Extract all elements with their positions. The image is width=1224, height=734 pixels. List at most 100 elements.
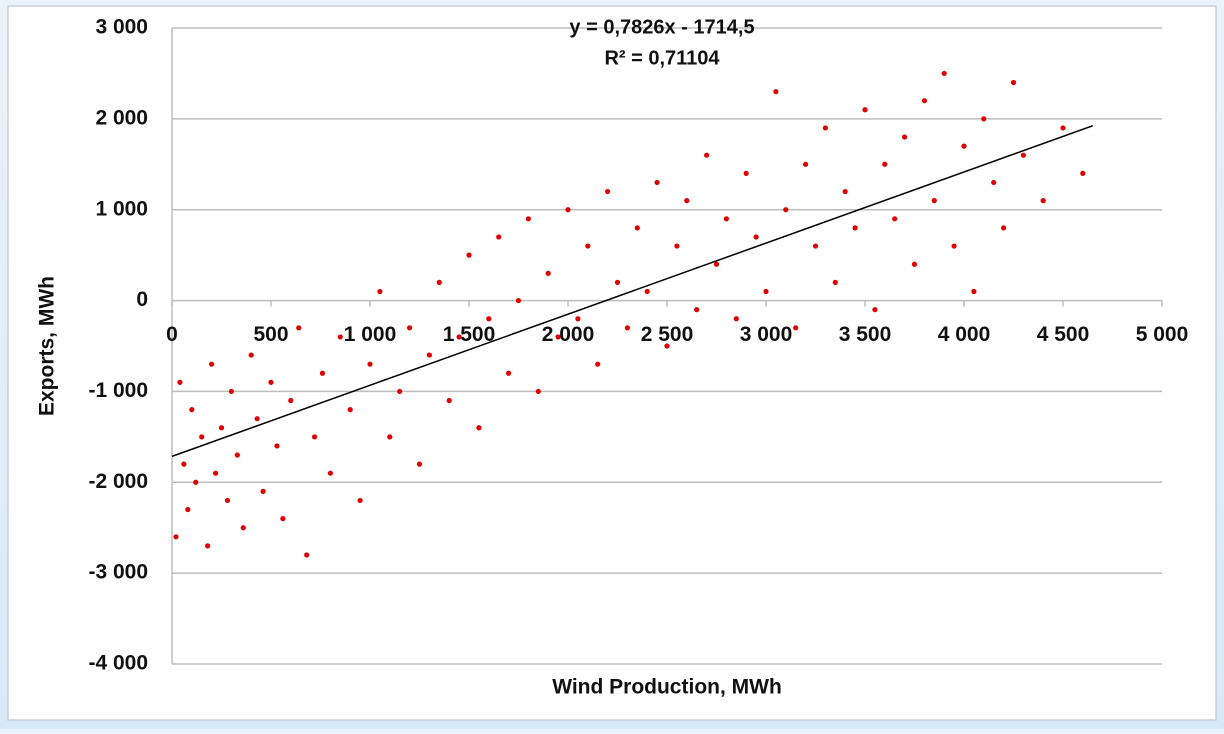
point [803,161,809,167]
point [822,125,829,131]
y-tick-label: -1 000 [88,379,148,402]
point [793,325,799,331]
point [240,525,246,531]
point [397,388,403,395]
point [193,479,199,485]
point [931,198,937,204]
point [228,388,234,395]
point [466,252,472,258]
point [486,316,492,322]
point [535,388,541,395]
point [832,279,838,285]
point [367,361,373,367]
x-tick-label: 1 000 [344,323,397,346]
point [1001,225,1007,231]
point [961,143,967,149]
point [436,279,442,285]
point [506,370,512,376]
point [274,443,280,449]
x-tick-label: 500 [253,323,288,346]
point [981,116,987,122]
point [872,307,878,313]
point [319,370,326,376]
point [921,98,928,104]
point [496,234,502,240]
point [407,325,413,331]
point [199,434,205,440]
point [205,543,211,549]
point [713,261,720,267]
trend-equation: y = 0,7826x - 1714,5 [569,16,754,38]
x-tick-label: 3 000 [740,323,793,346]
point [664,343,670,349]
point [260,488,266,494]
y-tick-label: 3 000 [95,16,148,39]
x-tick-label: 4 500 [1037,323,1090,346]
point [842,188,848,195]
point [248,352,254,358]
point [177,379,183,385]
y-tick-label: -3 000 [88,561,148,584]
point [1010,79,1017,86]
y-tick-label: 1 000 [95,197,148,220]
point [234,452,240,458]
point [753,234,759,240]
point [644,288,650,295]
point [605,188,611,195]
x-tick-label: 4 000 [938,323,991,346]
point [704,152,710,158]
r-squared: R² = 0,71104 [604,47,720,69]
point [763,288,769,295]
point [254,416,260,422]
point [185,506,191,513]
x-tick-label: 2 000 [542,323,595,346]
point [173,534,179,540]
point [624,325,631,331]
point [862,107,868,113]
point [426,352,432,358]
point [456,334,462,340]
y-tick-label: 0 [136,288,148,311]
point [347,407,353,413]
point [614,279,621,285]
point [212,470,219,476]
point [218,425,225,431]
x-tick-label: 1 500 [443,323,496,346]
point [852,225,858,231]
y-tick-label: -2 000 [88,470,148,493]
point [1020,152,1026,158]
point [971,288,977,295]
point [446,397,452,404]
point [327,470,333,476]
x-tick-label: 2 500 [641,323,694,346]
point [377,288,383,295]
point [951,243,957,249]
y-tick-label: -4 000 [88,652,148,675]
point [723,216,730,222]
point [189,407,195,413]
point [902,134,908,140]
point [911,261,918,267]
point [209,361,215,367]
point [416,461,423,467]
y-tick-label: 2 000 [95,106,148,129]
point [882,161,888,167]
x-tick-label: 0 [166,323,178,346]
chart-frame [7,5,1217,721]
x-tick-label: 3 500 [839,323,892,346]
point [337,334,343,340]
point [555,334,561,340]
point [181,461,187,467]
point [733,316,739,322]
point [684,198,690,204]
point [654,179,660,186]
point [595,361,601,367]
y-axis-title: Exports, MWh [36,276,59,416]
point [224,497,231,504]
point [545,270,551,276]
point [694,307,700,313]
point [525,216,532,222]
point [743,170,749,176]
point [812,243,819,249]
